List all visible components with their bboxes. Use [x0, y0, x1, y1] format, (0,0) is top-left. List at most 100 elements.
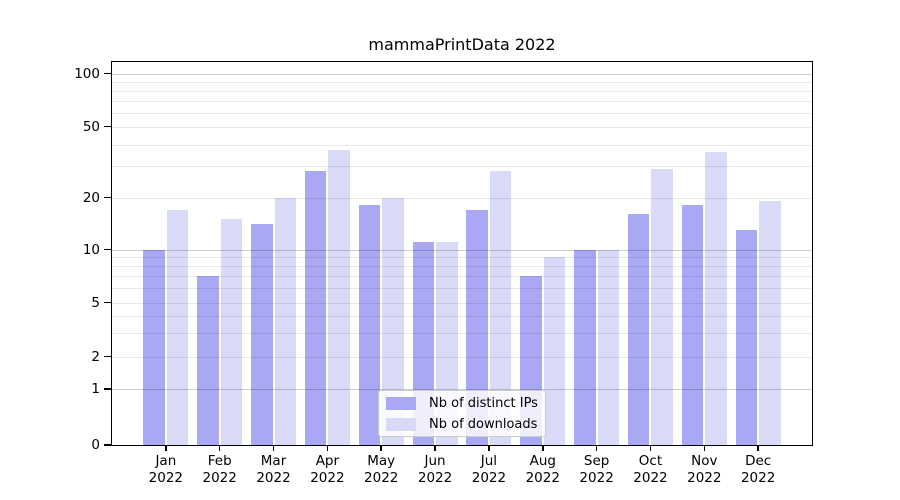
plot-area: Nb of distinct IPs Nb of downloads — [112, 62, 812, 445]
x-tick-sep — [595, 446, 598, 451]
legend-swatch-distinct-ips — [386, 396, 416, 410]
bar-downloads-mar — [274, 197, 297, 445]
x-label-month: Aug — [529, 453, 556, 469]
x-tick-jun — [434, 446, 436, 451]
gridline-90 — [112, 81, 812, 83]
x-tick-label-jan: Jan 2022 — [123, 453, 209, 487]
gridline-8 — [112, 266, 812, 267]
x-tick-label-nov: Nov 2022 — [661, 453, 747, 487]
x-label-year: 2022 — [471, 470, 507, 486]
x-tick-feb — [218, 446, 221, 451]
gridline-4 — [112, 315, 812, 317]
x-label-year: 2022 — [202, 470, 237, 486]
x-tick-label-may: May 2022 — [338, 453, 424, 487]
x-label-year: 2022 — [525, 470, 560, 486]
bar-downloads-may — [382, 197, 404, 445]
gridline-50 — [112, 126, 812, 128]
legend-swatch-downloads — [386, 417, 416, 431]
x-label-year: 2022 — [740, 470, 776, 486]
x-label-month: Nov — [691, 453, 718, 469]
legend-item-distinct-ips: Nb of distinct IPs — [386, 395, 538, 411]
x-tick-aug — [541, 446, 544, 451]
gridline-40 — [112, 144, 812, 146]
x-label-month: Apr — [315, 453, 340, 469]
y-tick-label-50: 50 — [82, 118, 100, 135]
bar-ips-feb — [197, 276, 219, 445]
x-tick-jan — [165, 446, 167, 451]
gridline-100 — [112, 73, 812, 75]
y-tick-label-20: 20 — [82, 189, 100, 206]
gridline-80 — [112, 90, 812, 92]
gridline-60 — [112, 112, 812, 114]
gridline-6 — [112, 287, 812, 289]
x-label-month: Jan — [155, 453, 177, 469]
y-tick-label-100: 100 — [74, 65, 100, 82]
y-tick-label-10: 10 — [82, 241, 100, 258]
bar-downloads-sep — [597, 249, 620, 445]
x-label-year: 2022 — [310, 470, 345, 486]
x-label-month: May — [367, 453, 396, 469]
x-label-month: Oct — [638, 453, 663, 469]
x-label-month: Mar — [260, 453, 287, 469]
bar-ips-oct — [627, 214, 650, 445]
x-label-month: Jul — [480, 453, 498, 469]
chart-title: mammaPrintData 2022 — [368, 35, 556, 54]
gridline-70 — [112, 100, 812, 102]
x-label-month: Feb — [207, 453, 232, 469]
bar-ips-jan — [143, 249, 165, 445]
legend-label-downloads: Nb of downloads — [429, 416, 538, 432]
x-tick-label-apr: Apr 2022 — [284, 453, 370, 487]
legend-label-distinct-ips: Nb of distinct IPs — [429, 395, 538, 411]
y-tick-label-2: 2 — [91, 348, 100, 365]
x-label-year: 2022 — [687, 470, 722, 486]
x-label-year: 2022 — [364, 470, 399, 486]
gridline-2 — [112, 356, 812, 358]
bar-ips-dec — [735, 229, 758, 445]
y-tick-1 — [104, 388, 111, 390]
bar-downloads-feb — [220, 219, 243, 445]
x-tick-label-sep: Sep 2022 — [554, 453, 640, 487]
bar-ips-nov — [681, 205, 704, 445]
x-tick-label-mar: Mar 2022 — [231, 453, 317, 487]
gridline-30 — [112, 166, 812, 167]
x-tick-dec — [757, 446, 759, 451]
y-tick-5 — [104, 301, 111, 304]
y-tick-0 — [104, 444, 111, 446]
bar-ips-may — [358, 205, 381, 445]
x-tick-mar — [272, 446, 275, 451]
bar-ips-jul — [466, 209, 488, 445]
bar-downloads-aug — [543, 257, 566, 445]
x-label-year: 2022 — [148, 470, 184, 486]
y-tick-label-0: 0 — [91, 437, 100, 453]
gridline-20 — [112, 197, 812, 199]
x-label-year: 2022 — [579, 470, 614, 486]
y-tick-10 — [104, 248, 111, 251]
gridline-3 — [112, 333, 812, 335]
x-label-month: Jun — [424, 453, 446, 469]
gridline-10 — [112, 249, 812, 251]
gridline-9 — [112, 257, 812, 258]
x-label-year: 2022 — [417, 470, 453, 486]
y-tick-100 — [104, 72, 111, 75]
gridline-5 — [112, 302, 812, 304]
y-tick-label-5: 5 — [91, 294, 100, 311]
bar-downloads-dec — [759, 201, 781, 445]
bar-ips-mar — [251, 224, 273, 445]
gridline-1 — [112, 389, 812, 390]
x-label-year: 2022 — [633, 470, 668, 486]
bar-downloads-nov — [705, 152, 727, 445]
x-tick-label-oct: Oct 2022 — [607, 453, 693, 487]
gridline-7 — [112, 276, 812, 277]
x-tick-jul — [488, 446, 490, 451]
y-tick-label-1: 1 — [91, 381, 100, 397]
x-tick-label-dec: Dec 2022 — [715, 453, 801, 487]
x-tick-oct — [649, 446, 652, 451]
x-label-month: Dec — [745, 453, 772, 469]
x-tick-apr — [326, 446, 329, 451]
x-label-month: Sep — [583, 453, 610, 469]
legend-item-downloads: Nb of downloads — [386, 417, 537, 432]
bar-ips-sep — [574, 249, 596, 445]
x-tick-label-jun: Jun 2022 — [392, 453, 478, 487]
x-tick-label-feb: Feb 2022 — [177, 453, 263, 487]
